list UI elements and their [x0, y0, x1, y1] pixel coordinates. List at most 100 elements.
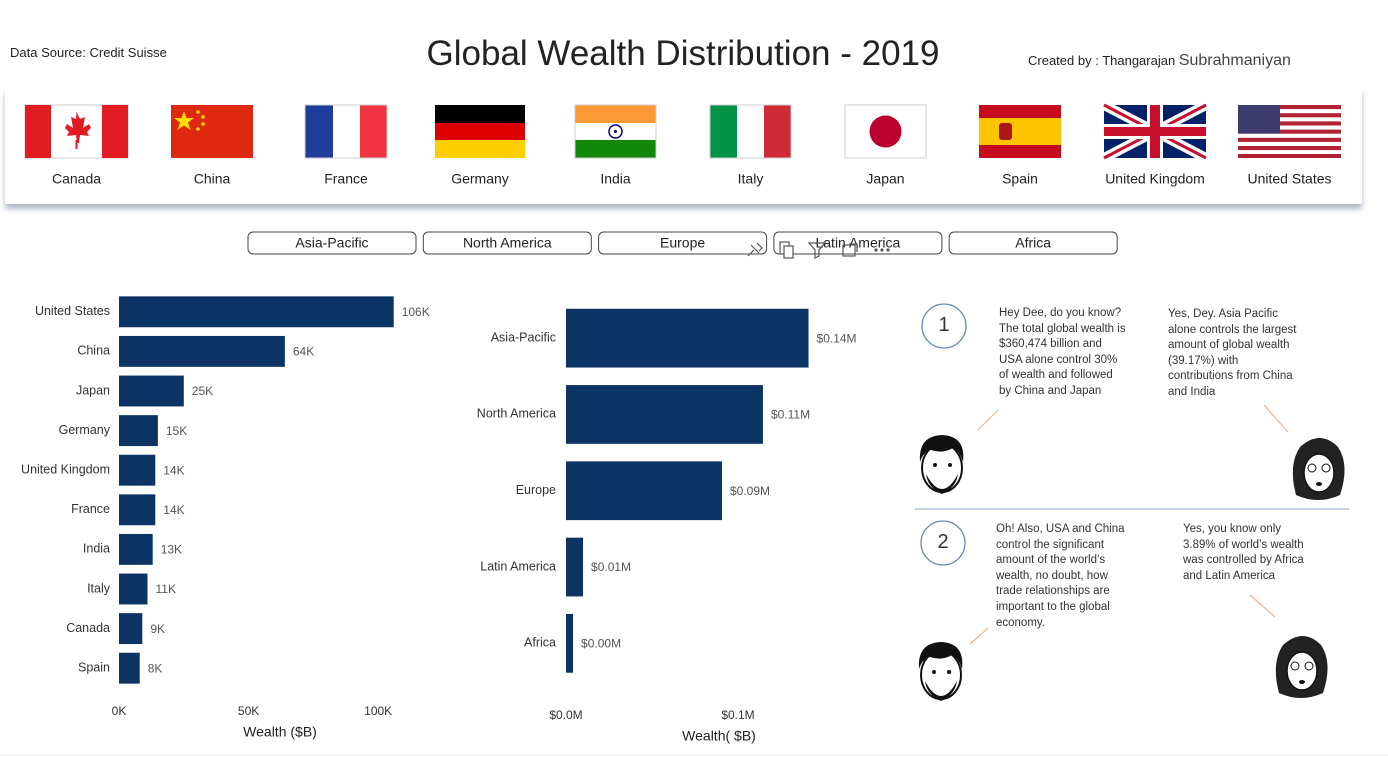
bar[interactable]	[566, 613, 574, 673]
data-label: 15K	[166, 424, 187, 438]
bar[interactable]	[566, 385, 763, 444]
flag-label[interactable]: France	[324, 171, 368, 187]
flag-label[interactable]: Canada	[52, 171, 101, 187]
man-face	[918, 642, 963, 701]
region-button[interactable]	[598, 231, 768, 255]
panel-number: 1	[938, 314, 950, 336]
y-tick-label: Italy	[87, 581, 111, 595]
bar[interactable]	[119, 613, 143, 645]
region-button[interactable]	[247, 231, 417, 255]
bar[interactable]	[119, 335, 285, 367]
flag-japan	[844, 104, 927, 159]
bar[interactable]	[119, 296, 394, 328]
data-label: 11K	[156, 582, 176, 596]
man-face	[919, 435, 964, 494]
region-button[interactable]	[422, 231, 592, 255]
bar[interactable]	[119, 375, 184, 407]
bar[interactable]	[119, 652, 140, 684]
visual-toolbar[interactable]	[747, 241, 890, 259]
flag-united-states	[1238, 105, 1341, 158]
region-button-label[interactable]: North America	[463, 235, 552, 251]
speech-text: Hey Dee, do you know? The total global w…	[999, 307, 1126, 397]
speech-text: Yes, you know only 3.89% of world’s weal…	[1183, 523, 1304, 582]
speech-text: Oh! Also, USA and China control the sign…	[996, 523, 1125, 629]
credit: Created by : Thangarajan Subrahmaniyan	[1028, 52, 1291, 70]
bar[interactable]	[119, 533, 153, 565]
flag-label[interactable]: United States	[1247, 171, 1331, 187]
bar[interactable]	[119, 494, 156, 526]
data-label: 64K	[293, 345, 314, 359]
bar[interactable]	[566, 308, 809, 368]
x-tick-label: $0.0M	[549, 708, 582, 722]
y-tick-label: Europe	[516, 483, 556, 497]
panel-number: 2	[937, 531, 949, 553]
y-tick-label: Asia-Pacific	[491, 330, 556, 344]
data-label: 13K	[161, 543, 182, 557]
y-tick-label: Africa	[524, 636, 556, 650]
panel-number-circle	[920, 520, 966, 566]
data-source: Data Source: Credit Suisse	[10, 45, 167, 60]
data-label: 9K	[150, 622, 165, 636]
bar[interactable]	[566, 461, 723, 521]
region-button-label[interactable]: Africa	[1015, 235, 1051, 251]
y-tick-label: China	[77, 344, 110, 358]
y-tick-label: United Kingdom	[21, 462, 110, 476]
data-label: $0.01M	[591, 560, 631, 574]
speech-pointers	[969, 404, 1289, 645]
data-label: 25K	[192, 384, 213, 398]
bar[interactable]	[566, 537, 584, 597]
woman-face	[1292, 438, 1345, 500]
flag-label[interactable]: China	[194, 171, 231, 187]
flag-italy	[709, 104, 792, 159]
data-label: 14K	[163, 463, 184, 477]
flag-germany	[435, 105, 525, 158]
y-tick-label: India	[83, 542, 110, 556]
y-tick-label: Japan	[76, 383, 110, 397]
region-button[interactable]	[773, 231, 943, 255]
y-tick-label: France	[71, 502, 110, 516]
x-axis-title: Wealth( $B)	[682, 728, 756, 744]
bar[interactable]	[119, 415, 158, 447]
data-label: $0.09M	[730, 484, 770, 498]
flag-india	[574, 104, 657, 159]
y-tick-label: Latin America	[480, 559, 556, 573]
x-axis-title: Wealth ($B)	[243, 724, 317, 740]
y-tick-label: Spain	[78, 660, 110, 674]
speech-text: Yes, Dey. Asia Pacific alone controls th…	[1168, 308, 1297, 398]
data-label: 14K	[163, 503, 184, 517]
flag-label[interactable]: India	[600, 171, 631, 187]
flag-united-kingdom	[1101, 100, 1209, 163]
x-tick-label: 0K	[112, 704, 127, 718]
flag-canada	[24, 104, 129, 159]
data-label: $0.14M	[817, 331, 857, 345]
flag-label[interactable]: Japan	[866, 171, 904, 187]
region-button-label[interactable]: Europe	[660, 235, 705, 251]
y-tick-label: Germany	[59, 423, 111, 437]
panel-number-circle	[921, 303, 967, 349]
comic-panel	[915, 303, 1349, 701]
data-label: $0.11M	[771, 408, 810, 422]
flag-label[interactable]: Germany	[451, 171, 509, 187]
flag-spain	[979, 105, 1061, 158]
x-tick-label: 100K	[364, 704, 392, 718]
y-tick-label: United States	[35, 304, 110, 318]
y-tick-label: Canada	[66, 621, 110, 635]
bar[interactable]	[119, 454, 156, 486]
bar[interactable]	[119, 573, 148, 605]
credit-name: Subrahmaniyan	[1178, 52, 1291, 69]
x-tick-label: 50K	[238, 704, 259, 718]
data-label: 106K	[402, 305, 430, 319]
region-button-label[interactable]: Latin America	[815, 235, 900, 251]
data-label: $0.00M	[581, 637, 621, 651]
flag-label[interactable]: Spain	[1002, 171, 1038, 187]
page-title: Global Wealth Distribution - 2019	[426, 34, 940, 73]
x-tick-label: $0.1M	[721, 708, 754, 722]
woman-face	[1275, 636, 1328, 698]
flag-label[interactable]: United Kingdom	[1105, 171, 1205, 187]
flag-label[interactable]: Italy	[738, 171, 764, 187]
region-button-label[interactable]: Asia-Pacific	[295, 235, 368, 251]
region-button[interactable]	[948, 231, 1118, 255]
y-tick-label: North America	[477, 407, 556, 421]
